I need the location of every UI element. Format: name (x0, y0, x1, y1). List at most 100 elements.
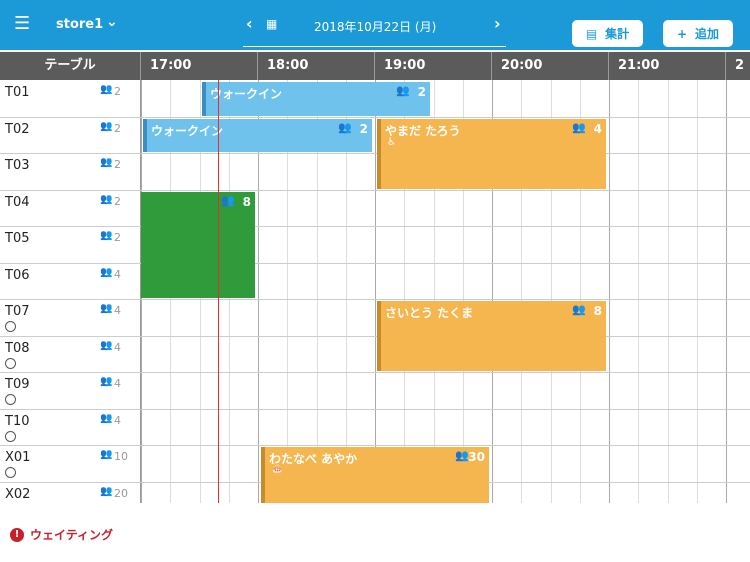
table-icon (5, 467, 16, 478)
store-dropdown[interactable]: ⌄ (106, 14, 118, 30)
party-icon: 👥 (221, 193, 235, 207)
capacity: 4 (114, 267, 121, 281)
date[interactable]: 2018年10月22日 (月) (314, 20, 437, 34)
party-size: 2 (359, 121, 368, 136)
party-size: 8 (242, 194, 251, 209)
party-icon: 👥 (338, 120, 352, 134)
capacity: 2 (114, 121, 121, 135)
reservation[interactable]: ウォークイン 👥 2 (202, 82, 430, 116)
people-icon: 👥 (100, 157, 113, 168)
hour-line (375, 80, 376, 503)
party-size: 2 (417, 85, 426, 99)
row-line (0, 408, 750, 410)
capacity: 10 (114, 450, 128, 463)
party-icon: 👥 (572, 120, 586, 134)
people-icon: 👥 (100, 412, 113, 424)
table-icon (5, 430, 16, 442)
add-button[interactable]: + 追加 (663, 20, 733, 47)
table-name: T03 (5, 158, 30, 173)
table-name: T06 (5, 267, 30, 283)
reservation[interactable]: わたなべ あやか 👥 30 🎂 (261, 447, 489, 503)
store-name[interactable]: store1 (56, 17, 104, 32)
row-line (0, 226, 750, 227)
people-icon: 👥 (100, 449, 113, 460)
waiting[interactable]: ! ウェイティング (10, 526, 113, 543)
hour-separator (140, 52, 141, 80)
hour-label: 2 (735, 58, 745, 73)
table-name: T04 (5, 194, 30, 210)
reservation[interactable]: 👥 8 (141, 191, 255, 298)
reservation[interactable]: やまだ たろう 👥 4 ♿ (377, 118, 606, 189)
guest-name: さいとう たくま (385, 306, 474, 320)
capacity: 2 (114, 85, 121, 98)
top-bar: ☰ store1 ⌄ ‹ ▦ 2018年10月22日 (月) › ▤ 集計 + 追加 (0, 0, 750, 50)
guest-name: ウォークイン (210, 87, 283, 101)
summary-button[interactable]: ▤ 集計 (572, 20, 643, 47)
capacity: 2 (114, 194, 121, 208)
hour-label: 17:00 (150, 58, 192, 73)
people-icon: 👥 (100, 303, 113, 314)
menu-icon[interactable]: ☰ (14, 13, 31, 34)
hour-separator (608, 52, 609, 80)
party-size: 30 (468, 450, 485, 464)
people-icon: 👥 (100, 193, 113, 205)
people-icon: 👥 (100, 266, 113, 278)
table-column-border (140, 80, 141, 503)
party-size: 8 (593, 304, 602, 318)
grid-line (462, 80, 464, 503)
grid-line (667, 80, 669, 503)
grid-line (550, 80, 552, 503)
grid-line (579, 80, 581, 503)
capacity: 20 (114, 486, 128, 500)
grid-line (404, 80, 406, 503)
guest-name: ウォークイン (151, 123, 224, 138)
prev-day[interactable]: ‹ (246, 14, 253, 33)
capacity: 4 (114, 304, 121, 317)
row-line (0, 299, 750, 300)
hour-separator (257, 52, 258, 80)
party-icon: 👥 (572, 303, 586, 316)
capacity: 4 (114, 340, 121, 354)
table-name: X01 (5, 450, 31, 465)
people-icon: 👥 (100, 485, 113, 497)
table-name: T01 (5, 85, 30, 100)
table-icon (5, 357, 16, 369)
capacity: 2 (114, 231, 121, 244)
grid-line (696, 80, 698, 503)
table-header: テーブル (0, 52, 140, 80)
table-name: T10 (5, 413, 30, 429)
row-line (0, 189, 750, 191)
guest-name: わたなべ あやか (269, 452, 358, 466)
party-size: 4 (593, 121, 602, 136)
hour-line (492, 80, 493, 503)
hour-line (609, 80, 610, 503)
row-line (0, 335, 750, 337)
table-name: T08 (5, 340, 30, 356)
capacity: 4 (114, 413, 121, 427)
hour-separator (491, 52, 492, 80)
add-label: 追加 (695, 27, 720, 41)
party-icon: 👥 (396, 84, 410, 97)
grid-line (316, 80, 318, 503)
summary-label: 集計 (605, 27, 630, 41)
guest-name: やまだ たろう (385, 123, 461, 138)
hour-label: 20:00 (501, 58, 543, 73)
current-time (218, 80, 219, 503)
table-name: T09 (5, 377, 30, 392)
row-line (0, 262, 750, 264)
reservation[interactable]: さいとう たくま 👥 8 (377, 301, 606, 371)
table-icon (5, 394, 16, 405)
calendar-icon: ▦ (266, 17, 278, 31)
grid-line (287, 80, 289, 503)
reservation[interactable]: ウォークイン 👥 2 (143, 118, 372, 152)
table-name: T02 (5, 121, 30, 137)
row-line (0, 445, 750, 446)
row-line (0, 116, 750, 118)
next-day[interactable]: › (494, 14, 501, 33)
people-icon: 👥 (100, 230, 113, 241)
plus-icon: + (676, 26, 688, 41)
capacity: 2 (114, 158, 121, 171)
hour-label: 19:00 (384, 58, 426, 73)
table-icon (5, 321, 16, 332)
